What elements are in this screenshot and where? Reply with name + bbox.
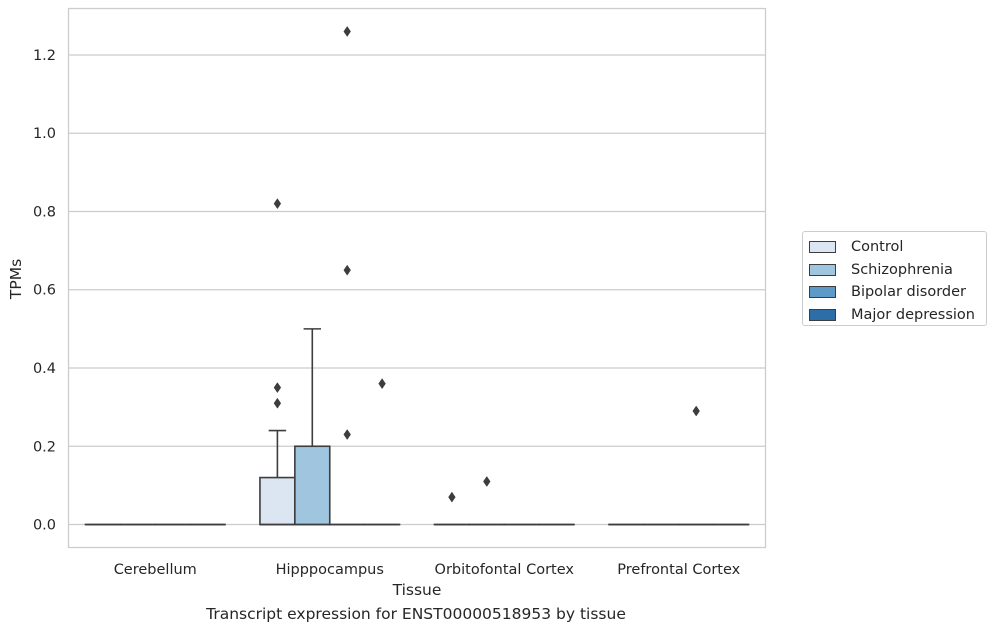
chart-caption: Transcript expression for ENST0000051895… — [206, 605, 626, 623]
y-tick-label: 0.0 — [33, 518, 56, 534]
y-tick-label: 0.2 — [33, 439, 56, 455]
legend-label: Bipolar disorder — [851, 284, 966, 301]
box — [259, 476, 296, 526]
y-axis-ticks: 0.0 0.2 0.4 0.6 0.8 1.0 1.2 — [33, 48, 56, 534]
outlier-point — [343, 429, 351, 440]
legend-swatch — [809, 286, 836, 299]
gridlines — [68, 54, 766, 526]
y-tick-label: 1.2 — [33, 48, 56, 64]
legend-swatch — [809, 263, 836, 276]
y-tick-label: 0.8 — [33, 204, 56, 220]
legend-swatch — [809, 241, 836, 254]
legend-item: Control — [809, 236, 986, 259]
legend-swatch — [809, 308, 836, 321]
legend-label: Schizophrenia — [851, 261, 953, 278]
x-tick-label: Prefrontal Cortex — [617, 562, 740, 578]
outlier-point — [343, 26, 351, 37]
outlier-point — [273, 397, 282, 409]
legend-item: Bipolar disorder — [809, 281, 986, 304]
outlier-point — [692, 405, 700, 417]
x-axis-label: Tissue — [392, 581, 442, 599]
y-tick-label: 0.6 — [33, 283, 56, 299]
plot-frame — [67, 7, 767, 549]
outlier-point — [378, 378, 386, 390]
legend-label: Major depression — [851, 306, 975, 323]
legend-item: Major depression — [809, 304, 986, 327]
x-tick-label: Hipppocampus — [276, 562, 384, 578]
x-tick-label: Cerebellum — [114, 562, 197, 578]
x-tick-label: Orbitofontal Cortex — [435, 562, 575, 578]
outlier-point — [483, 476, 491, 487]
outlier-point — [343, 264, 351, 276]
box-plot-marks — [84, 26, 750, 526]
y-axis-label: TPMs — [7, 259, 25, 300]
y-tick-label: 1.0 — [33, 126, 56, 142]
y-tick-label: 0.4 — [33, 361, 56, 377]
outlier-point — [273, 198, 282, 210]
outlier-point — [273, 382, 282, 394]
box — [294, 445, 331, 526]
legend-item: Schizophrenia — [809, 259, 986, 282]
legend: Control Schizophrenia Bipolar disorder Majo… — [802, 231, 987, 326]
legend-label: Control — [851, 239, 904, 256]
x-axis-ticks: Cerebellum Hipppocampus Orbitofontal Corte… — [114, 562, 741, 578]
outlier-point — [448, 491, 456, 503]
